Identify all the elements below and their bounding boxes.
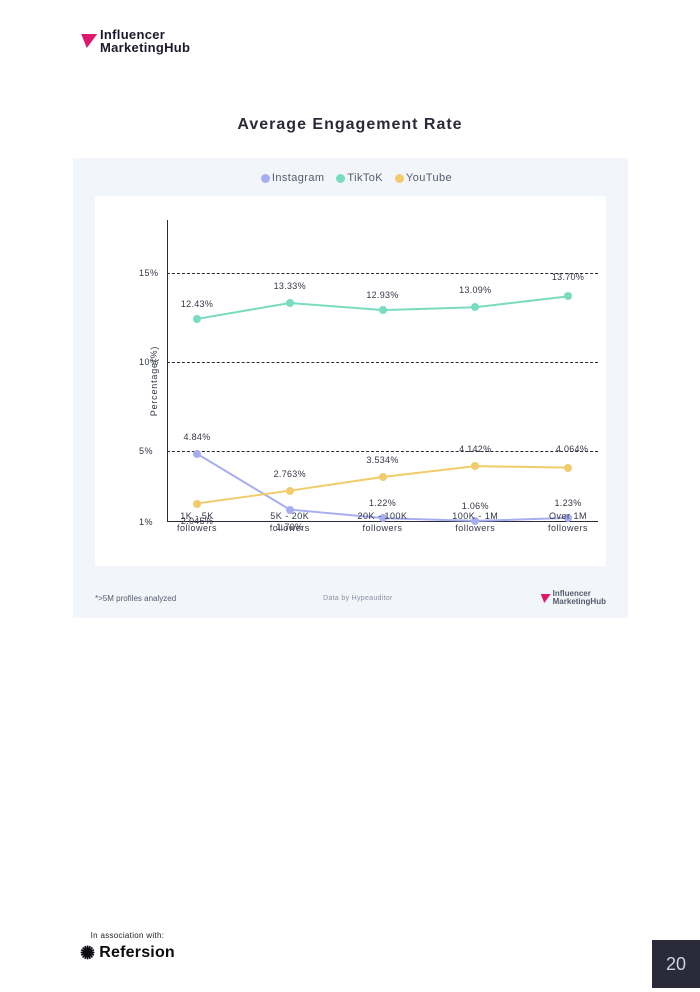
- plot-region: 4.84%1.70%1.22%1.06%1.23%12.43%13.33%12.…: [167, 220, 598, 522]
- data-point: [286, 487, 294, 495]
- y-gridline: [167, 451, 598, 452]
- data-point-label: 13.33%: [274, 281, 306, 291]
- data-point: [193, 450, 201, 458]
- data-point-label: 13.09%: [459, 285, 491, 295]
- brand-logo-text-mini: Influencer MarketingHub: [553, 590, 606, 606]
- data-point-label: 1.23%: [554, 498, 581, 508]
- y-tick-label: 15%: [139, 268, 159, 278]
- data-point-label: 3.534%: [366, 455, 398, 465]
- brand-logo: Influencer MarketingHub: [80, 28, 190, 54]
- legend-label: TikToK: [347, 172, 383, 184]
- chart-title: Average Engagement Rate: [0, 116, 700, 134]
- y-tick-label: 10%: [139, 357, 159, 367]
- x-tick-label: 20K - 100Kfollowers: [333, 510, 433, 534]
- y-tick-label: 5%: [139, 446, 153, 456]
- brand-logo-icon: [79, 34, 97, 48]
- association-block: In association with: ✺ Refersion: [80, 931, 175, 962]
- x-tick-label: 1K - 5Kfollowers: [147, 510, 247, 534]
- association-brand-name: Refersion: [99, 944, 175, 962]
- legend-swatch: [336, 174, 345, 183]
- brand-logo-icon: [539, 594, 551, 603]
- association-label: In association with:: [80, 931, 175, 940]
- data-point-label: 4.064%: [556, 444, 588, 454]
- data-point-label: 1.22%: [369, 498, 396, 508]
- chart-footer-logo: Influencer MarketingHub: [540, 590, 606, 606]
- data-point: [286, 299, 294, 307]
- chart-footnote-mid: Data by Hypeauditor: [323, 595, 393, 602]
- x-tick-label: 100K - 1Mfollowers: [425, 510, 525, 534]
- brand-logo-text: Influencer MarketingHub: [100, 28, 190, 54]
- data-point-label: 13.70%: [552, 272, 584, 282]
- asterisk-icon: ✺: [80, 946, 95, 960]
- data-point-label: 4.84%: [183, 432, 210, 442]
- data-point: [564, 464, 572, 472]
- x-tick-label: 5K - 20Kfollowers: [240, 510, 340, 534]
- data-point-label: 4.142%: [459, 444, 491, 454]
- legend-label: YouTube: [406, 172, 452, 184]
- chart-legend: Instagram TikToK YouTube: [73, 172, 628, 184]
- y-gridline: [167, 273, 598, 274]
- data-point: [379, 306, 387, 314]
- page-number: 20: [652, 940, 700, 988]
- data-point: [471, 303, 479, 311]
- x-tick-label: Over 1Mfollowers: [518, 510, 618, 534]
- data-point: [379, 473, 387, 481]
- legend-swatch: [395, 174, 404, 183]
- brand-line-2: MarketingHub: [100, 41, 190, 54]
- data-point-label: 2.763%: [274, 469, 306, 479]
- data-point: [193, 315, 201, 323]
- data-point-label: 12.43%: [181, 299, 213, 309]
- data-point: [193, 500, 201, 508]
- data-point: [564, 292, 572, 300]
- association-brand: ✺ Refersion: [80, 944, 175, 962]
- legend-label: Instagram: [272, 172, 325, 184]
- data-point-label: 12.93%: [366, 290, 398, 300]
- y-gridline: [167, 362, 598, 363]
- data-point: [471, 462, 479, 470]
- legend-swatch: [261, 174, 270, 183]
- engagement-chart: Instagram TikToK YouTube Percentage(%) 4.8…: [73, 158, 628, 618]
- chart-footnote-left: *>5M profiles analyzed: [95, 594, 176, 603]
- chart-footer: *>5M profiles analyzed Data by Hypeaudit…: [95, 590, 606, 606]
- chart-plot-area: Percentage(%) 4.84%1.70%1.22%1.06%1.23%1…: [95, 196, 606, 566]
